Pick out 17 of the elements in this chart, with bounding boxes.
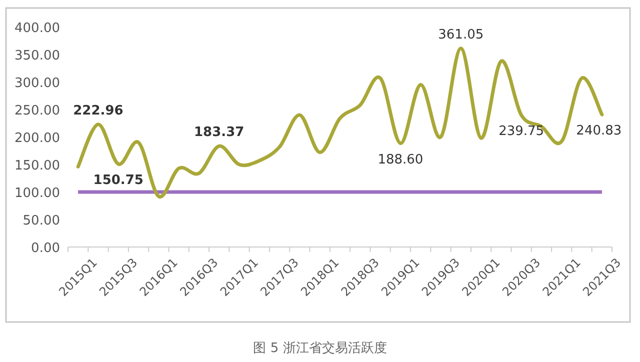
y-tick-label: 150.00 (14, 158, 60, 174)
data-label: 188.60 (378, 152, 424, 168)
text: 图 5 浙江省交易活跃度 (253, 340, 387, 356)
y-tick-label: 100.00 (14, 186, 60, 201)
y-tick-label: 200.00 (14, 131, 60, 146)
y-tick-label: 400.00 (14, 21, 60, 36)
y-tick-label: 0.00 (31, 241, 60, 256)
data-label: 183.37 (194, 125, 244, 140)
data-label: 222.96 (73, 103, 124, 118)
y-tick-label: 300.00 (14, 76, 60, 91)
data-label: 150.75 (93, 173, 144, 188)
y-tick-label: 50.00 (22, 214, 60, 228)
y-tick-label: 250.00 (14, 104, 60, 118)
y-tick-label: 350.00 (14, 48, 60, 64)
data-label: 240.83 (576, 124, 622, 139)
data-label: 361.05 (438, 27, 484, 42)
data-label: 239.75 (498, 124, 544, 140)
